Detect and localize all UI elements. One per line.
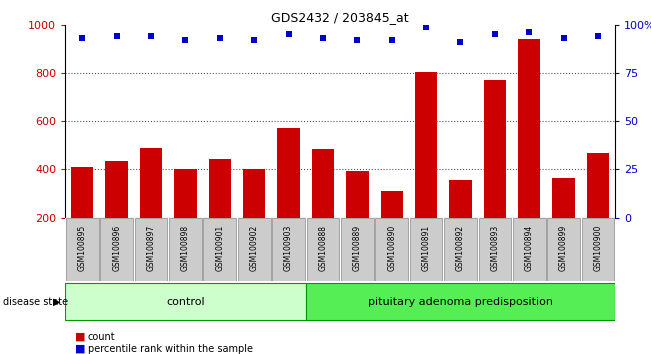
- Point: [146, 34, 156, 39]
- Text: GSM100888: GSM100888: [318, 225, 327, 271]
- Bar: [307, 218, 339, 281]
- Bar: [341, 218, 374, 281]
- Text: disease state: disease state: [3, 297, 68, 307]
- Point: [215, 35, 225, 41]
- Text: GSM100903: GSM100903: [284, 225, 293, 272]
- Text: percentile rank within the sample: percentile rank within the sample: [88, 344, 253, 354]
- Text: GSM100898: GSM100898: [181, 225, 190, 272]
- Bar: [208, 159, 231, 218]
- Point: [421, 24, 432, 29]
- Point: [524, 30, 534, 35]
- Text: GSM100894: GSM100894: [525, 225, 534, 272]
- Bar: [71, 167, 94, 218]
- Text: GSM100890: GSM100890: [387, 225, 396, 272]
- Bar: [272, 218, 305, 281]
- Text: GSM100889: GSM100889: [353, 225, 362, 272]
- Bar: [100, 218, 133, 281]
- Text: GSM100895: GSM100895: [77, 225, 87, 272]
- Bar: [65, 284, 306, 320]
- Point: [180, 38, 191, 43]
- Bar: [518, 39, 540, 218]
- Point: [387, 38, 397, 43]
- Point: [559, 35, 569, 41]
- Bar: [174, 170, 197, 218]
- Text: GSM100899: GSM100899: [559, 225, 568, 272]
- Bar: [105, 161, 128, 218]
- Text: GSM100902: GSM100902: [250, 225, 258, 272]
- Bar: [140, 148, 162, 218]
- Text: GSM100893: GSM100893: [490, 225, 499, 272]
- Bar: [306, 284, 615, 320]
- Bar: [513, 218, 546, 281]
- Bar: [587, 153, 609, 218]
- Bar: [409, 218, 443, 281]
- Text: GSM100891: GSM100891: [422, 225, 430, 272]
- Bar: [478, 218, 511, 281]
- Text: GSM100896: GSM100896: [112, 225, 121, 272]
- Bar: [484, 80, 506, 218]
- Point: [77, 35, 87, 41]
- Text: ■: ■: [75, 332, 85, 342]
- Bar: [277, 129, 299, 218]
- Bar: [553, 178, 575, 218]
- Text: ▶: ▶: [53, 297, 61, 307]
- Text: count: count: [88, 332, 115, 342]
- Point: [455, 39, 465, 45]
- Bar: [582, 218, 615, 281]
- Point: [490, 32, 500, 37]
- Point: [352, 38, 363, 43]
- Bar: [415, 72, 437, 218]
- Bar: [547, 218, 580, 281]
- Text: GSM100897: GSM100897: [146, 225, 156, 272]
- Text: pituitary adenoma predisposition: pituitary adenoma predisposition: [368, 297, 553, 307]
- Title: GDS2432 / 203845_at: GDS2432 / 203845_at: [271, 11, 409, 24]
- Point: [283, 32, 294, 37]
- Point: [111, 34, 122, 39]
- Text: GSM100901: GSM100901: [215, 225, 225, 272]
- Text: GSM100892: GSM100892: [456, 225, 465, 272]
- Bar: [312, 149, 334, 218]
- Point: [593, 34, 603, 39]
- Bar: [381, 191, 403, 218]
- Point: [318, 35, 328, 41]
- Bar: [238, 218, 271, 281]
- Bar: [449, 180, 472, 218]
- Bar: [204, 218, 236, 281]
- Bar: [243, 170, 266, 218]
- Bar: [444, 218, 477, 281]
- Bar: [135, 218, 167, 281]
- Bar: [346, 171, 368, 218]
- Bar: [66, 218, 98, 281]
- Text: GSM100900: GSM100900: [594, 225, 603, 272]
- Bar: [376, 218, 408, 281]
- Text: control: control: [166, 297, 205, 307]
- Text: ■: ■: [75, 344, 85, 354]
- Point: [249, 38, 259, 43]
- Bar: [169, 218, 202, 281]
